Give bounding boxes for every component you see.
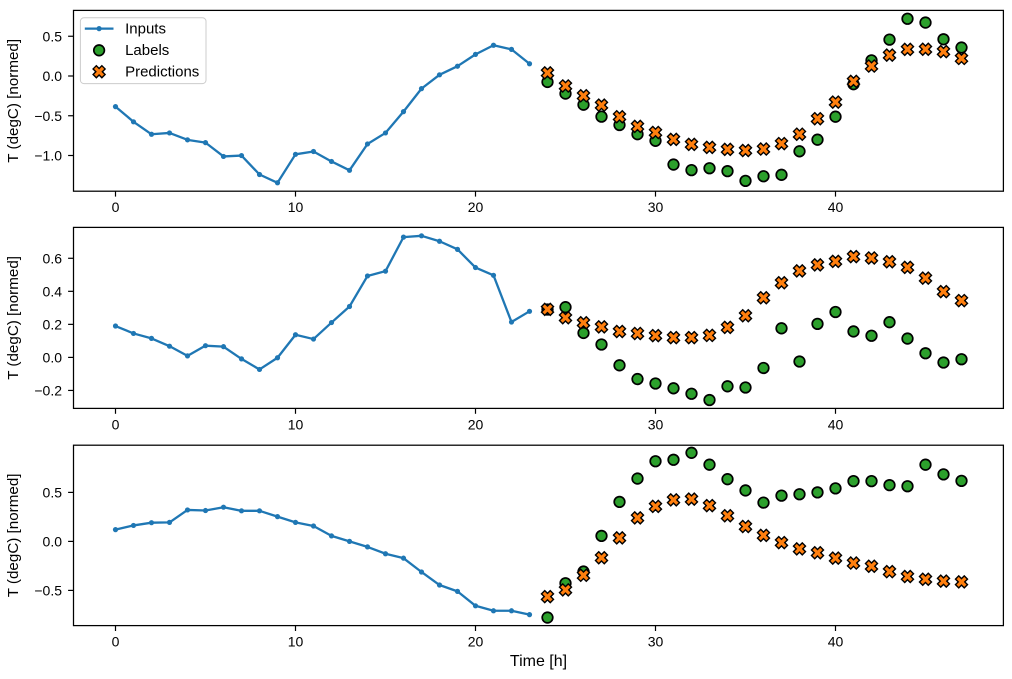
svg-text:40: 40: [828, 634, 844, 650]
svg-text:0: 0: [112, 199, 120, 215]
svg-text:0.0: 0.0: [43, 349, 63, 365]
svg-text:0: 0: [112, 634, 120, 650]
svg-text:10: 10: [288, 416, 304, 432]
svg-text:T (degC) [normed]: T (degC) [normed]: [5, 39, 22, 163]
svg-text:40: 40: [828, 416, 844, 432]
svg-text:Predictions: Predictions: [125, 64, 199, 81]
svg-text:0.2: 0.2: [43, 316, 63, 332]
svg-text:−0.5: −0.5: [34, 582, 62, 598]
svg-text:20: 20: [468, 634, 484, 650]
svg-text:10: 10: [288, 199, 304, 215]
svg-text:Inputs: Inputs: [125, 20, 166, 37]
svg-text:T (degC) [normed]: T (degC) [normed]: [5, 473, 22, 597]
svg-text:Time [h]: Time [h]: [510, 653, 567, 670]
svg-text:30: 30: [648, 416, 664, 432]
svg-text:0.5: 0.5: [43, 28, 63, 44]
svg-text:−0.5: −0.5: [34, 108, 62, 124]
svg-text:40: 40: [828, 199, 844, 215]
svg-text:0.5: 0.5: [43, 484, 63, 500]
svg-text:0: 0: [112, 416, 120, 432]
svg-text:30: 30: [648, 634, 664, 650]
svg-text:−1.0: −1.0: [34, 148, 62, 164]
svg-text:0.4: 0.4: [43, 283, 63, 299]
svg-text:−0.2: −0.2: [34, 382, 62, 398]
svg-text:20: 20: [468, 416, 484, 432]
svg-text:0.0: 0.0: [43, 68, 63, 84]
svg-text:Labels: Labels: [125, 42, 169, 59]
svg-text:20: 20: [468, 199, 484, 215]
svg-text:0.0: 0.0: [43, 533, 63, 549]
svg-text:30: 30: [648, 199, 664, 215]
svg-text:10: 10: [288, 634, 304, 650]
svg-text:T (degC) [normed]: T (degC) [normed]: [5, 256, 22, 380]
svg-text:0.6: 0.6: [43, 250, 63, 266]
